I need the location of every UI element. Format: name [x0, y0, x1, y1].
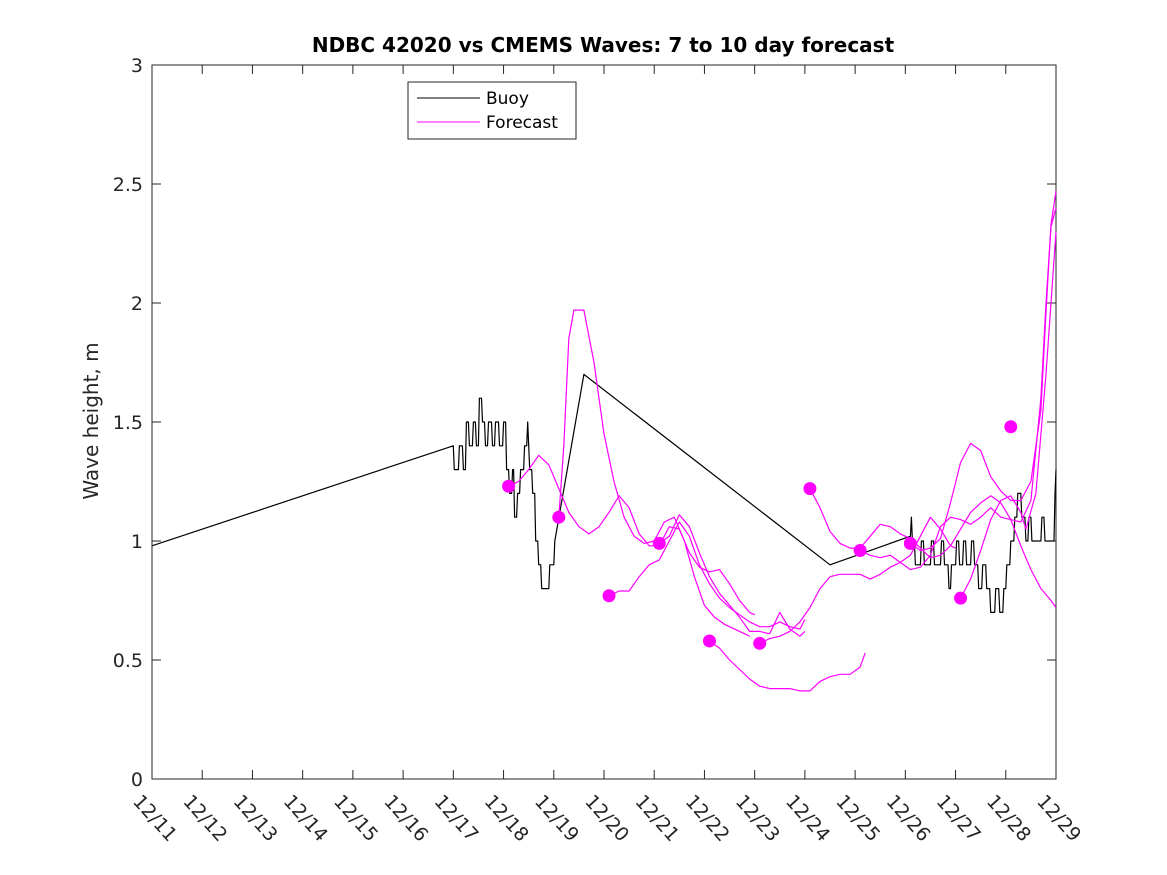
forecast-series-line: [558, 309, 750, 637]
y-tick-label: 1.5: [113, 412, 143, 434]
forecast-series-line: [709, 640, 866, 692]
legend-box: [407, 81, 577, 140]
forecast-start-marker: [853, 544, 867, 558]
x-tick-label: 12/11: [128, 791, 181, 846]
forecast-series-line: [809, 488, 1057, 608]
y-tick-label: 2.5: [113, 174, 143, 196]
x-tick-label: 12/25: [831, 791, 884, 846]
x-tick-label: 12/28: [982, 791, 1035, 846]
chart-title: NDBC 42020 vs CMEMS Waves: 7 to 10 day f…: [312, 33, 895, 57]
forecast-series-line: [658, 514, 806, 637]
forecast-start-marker: [652, 536, 666, 550]
y-tick-label: 0.5: [113, 650, 143, 672]
x-tick-label: 12/14: [279, 791, 332, 846]
x-tick-label: 12/16: [379, 791, 432, 846]
forecast-start-marker: [1004, 420, 1018, 434]
legend-forecast-label: Forecast: [486, 113, 558, 133]
y-tick-label: 3: [131, 55, 143, 77]
legend: Buoy Forecast: [407, 81, 577, 140]
y-tick-label: 1: [131, 531, 143, 553]
x-tick-label: 12/17: [430, 791, 483, 846]
forecast-series-line: [910, 191, 1057, 552]
x-tick-label: 12/15: [329, 791, 382, 846]
forecast-start-marker: [602, 589, 616, 603]
x-tick-label: 12/26: [882, 791, 935, 846]
marker-layer: [502, 420, 1018, 650]
x-tick-label: 12/20: [580, 791, 633, 846]
forecast-start-marker: [903, 536, 917, 550]
y-tick-label: 0: [131, 769, 143, 791]
forecast-series-line: [508, 454, 755, 616]
y-axis-label: Wave height, m: [79, 342, 103, 499]
forecast-start-marker: [552, 510, 566, 524]
forecast-start-marker: [753, 636, 767, 650]
x-tick-label: 12/19: [530, 791, 583, 846]
x-tick-label: 12/13: [229, 791, 282, 846]
forecast-series-line: [608, 521, 806, 630]
forecast-start-marker: [803, 482, 817, 496]
x-tick-label: 12/29: [1032, 791, 1085, 846]
x-tick-label: 12/24: [781, 791, 834, 846]
forecast-start-marker: [954, 591, 968, 605]
forecast-start-marker: [502, 479, 516, 493]
plot-area: [151, 64, 1057, 780]
forecast-start-marker: [702, 634, 716, 648]
x-tick-label: 12/27: [932, 791, 985, 846]
x-tick-label: 12/12: [179, 791, 232, 846]
forecast-series-line: [759, 516, 956, 644]
forecast-series-line: [960, 231, 1057, 599]
x-tick-label: 12/22: [681, 791, 734, 846]
y-tick-label: 2: [131, 293, 143, 315]
x-tick-label: 12/18: [480, 791, 533, 846]
legend-buoy-label: Buoy: [486, 89, 529, 109]
x-tick-label: 12/23: [731, 791, 784, 846]
x-tick-label: 12/21: [631, 791, 684, 846]
